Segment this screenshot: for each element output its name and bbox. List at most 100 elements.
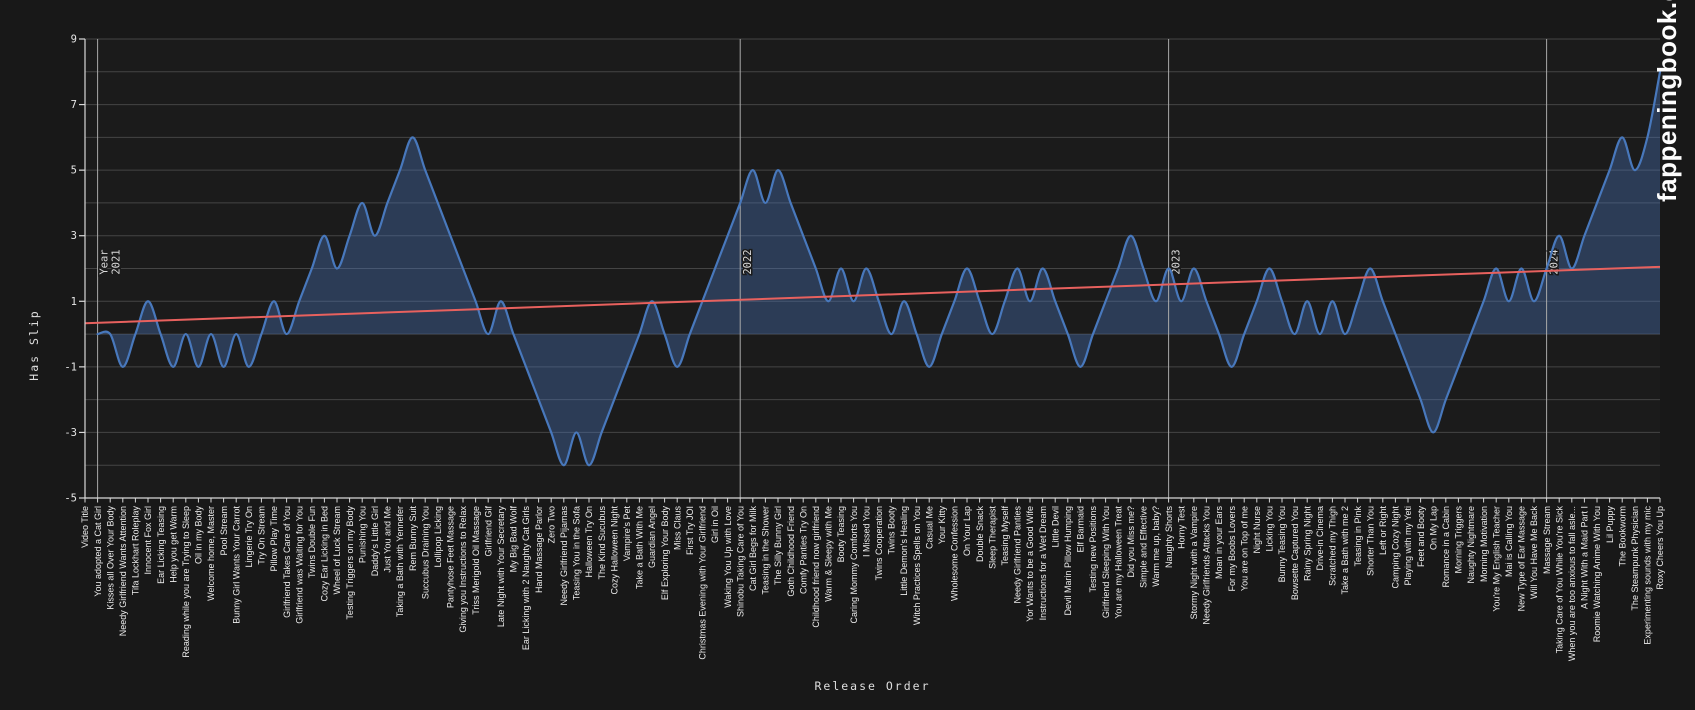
y-axis-title: Has Slip [27, 309, 41, 380]
x-tick-label: Giving you Instructions to Relax [458, 506, 468, 633]
x-tick-label: Rainy Spring Night [1302, 506, 1312, 582]
x-tick-label: Wholesome Confession [950, 506, 960, 601]
x-tick-label: Reading while you are Trying to Sleep [181, 506, 191, 658]
x-tick-label: On Your Lap [962, 506, 972, 556]
x-tick-label: For my Boobs Lovers [1227, 506, 1237, 592]
x-tick-label: Lollipop Licking [433, 506, 443, 568]
x-tick-label: Instructions for a Wet Dream [1038, 506, 1048, 620]
x-tick-label: Girlfriend Sleeping With You [1101, 506, 1111, 618]
x-tick-label: Naughty Shorts [1164, 506, 1174, 569]
x-tick-label: Succubus Draining You [420, 506, 430, 599]
x-tick-label: Roomie Watching Anime With You [1592, 506, 1602, 642]
x-tick-label: Elf Exploring Your Body [660, 506, 670, 601]
x-tick-label: Horny Test [1176, 506, 1186, 549]
x-tick-label: Naughty Nightmare [1466, 506, 1476, 584]
x-tick-label: Try On Stream [257, 506, 267, 565]
x-tick-label: Taking a Bath with Yennefer [395, 506, 405, 617]
x-tick-label: On My Lap [1428, 506, 1438, 550]
x-tick-label: Girlfriend Gif [483, 506, 493, 557]
x-tick-label: Playing with my Yeti [1403, 506, 1413, 586]
trend-line [84, 265, 1661, 325]
x-tick-label: Miss Claus [672, 506, 682, 551]
x-tick-label: Morning Motivation [1479, 506, 1489, 582]
x-tick-label: Take a Bath With Me [635, 506, 645, 589]
x-tick-label: Night Nurse [1252, 506, 1262, 554]
x-tick-label: Caring Mommy Comforts You [849, 506, 859, 624]
x-tick-label: The Silly Bunny Girl [773, 506, 783, 585]
x-tick-label: Booty Teasing [836, 506, 846, 562]
x-tick-label: Will You Have Me Back [1529, 506, 1539, 600]
x-tick-label: Wheel of Luck Stream [332, 506, 342, 595]
x-tick-label: First Try JOI [685, 506, 695, 555]
x-tick-label: Taking Care of You While You're Sick [1554, 506, 1564, 654]
x-tick-label: Testing new Positions [1088, 506, 1098, 593]
series-line [96, 70, 1662, 467]
y-tick-label: -5 [64, 493, 77, 505]
x-tick-label: Romance in a Cabin [1441, 506, 1451, 588]
x-tick-label: New Type of Ear Massage [1517, 506, 1527, 611]
x-tick-label: Warm & Sleepy with Me [824, 506, 834, 602]
watermark: fappeningbook.com [1652, 0, 1682, 202]
x-tick-label: When you are too anxious to fall asle... [1567, 506, 1577, 661]
x-tick-label: Lingerie Try On [244, 506, 254, 568]
x-tick-label: Little Devil [1050, 506, 1060, 548]
x-tick-label: Double Snack [975, 506, 985, 563]
x-tick-label: Bowsette Captured You [1290, 506, 1300, 600]
x-tick-label: Guardian Angel [647, 506, 657, 568]
x-tick-label: A Night With a Maid Part I [1580, 506, 1590, 609]
x-tick-label: Pantyhose Feet Massage [446, 506, 456, 608]
x-tick-label: Shinobu Taking Care of You [735, 506, 745, 617]
x-tick-label: Camping Cozy Night [1391, 506, 1401, 589]
x-tick-label: I Missed You [861, 506, 871, 557]
x-tick-label: Take a Bath with me 2 [1340, 506, 1350, 595]
x-tick-label: The Steampunk Physician [1630, 506, 1640, 611]
x-tick-label: Needy Girlfriend Wants Attention [118, 506, 128, 636]
x-tick-label: Scratched my Thigh [1328, 506, 1338, 586]
x-tick-label: Twins Double Fun [307, 506, 317, 578]
x-tick-label: Mai is Calling You [1504, 506, 1514, 577]
y-tick-label: 1 [71, 296, 77, 308]
x-tick-label: Christmas Evening with Your Girlfriend [698, 506, 708, 660]
x-tick-label: Witch Practices Spells on You [912, 506, 922, 625]
x-tick-label: My Big Bad Wolf [509, 506, 519, 573]
x-tick-label: Roxy Cheers You Up [1655, 506, 1665, 590]
x-tick-label: Girl in Oil [710, 506, 720, 543]
x-tick-label: Feet and Booty [1416, 506, 1426, 568]
y-tick-label: 9 [71, 34, 77, 46]
x-tick-label: Triss Merigold Oil Massage [471, 506, 481, 615]
x-tick-label: Pool Stream [219, 506, 229, 556]
x-tick-label: Childhood friend now girlfriend [811, 506, 821, 628]
x-tick-label: Twins Cooperation [874, 506, 884, 581]
x-tick-label: Moan in your Ears [1214, 506, 1224, 580]
x-tick-label: Warm me up, baby? [1151, 506, 1161, 587]
x-tick-label: Halloween Try On [584, 506, 594, 578]
x-tick-label: Your Kitty [937, 506, 947, 545]
x-tick-label: Goth Childhood Friend [786, 506, 796, 597]
x-tick-label: Teasing Myself [1000, 506, 1010, 566]
x-tick-label: Teasing You in the Sofa [572, 506, 582, 600]
x-tick-label: Hand Massage Parlor [534, 506, 544, 593]
x-tick-label: You're My English Teacher [1491, 506, 1501, 612]
y-tick-label: -3 [64, 427, 77, 439]
y-tick-label: -1 [64, 361, 77, 373]
x-tick-label: Sleep Therapist [987, 506, 997, 569]
x-tick-label: Teasing in the Shower [761, 506, 771, 595]
x-tick-label: You are on Top of me [1239, 506, 1249, 591]
x-tick-label: Punishing You [357, 506, 367, 563]
x-tick-label: Licking You [1265, 506, 1275, 552]
x-tick-label: Pillow Play Time [269, 506, 279, 572]
x-tick-label: Experimenting sounds with my mic [1643, 506, 1653, 645]
x-tick-label: Video Title [80, 506, 90, 548]
x-tick-label: Elf Barmaid [1076, 506, 1086, 553]
x-tick-label: You adopted a Cat Girl [93, 506, 103, 597]
x-tick-label: Waking You Up with Love [723, 506, 733, 608]
x-tick-label: Comfy Panties Try On [798, 506, 808, 594]
year-label-2022: 2022 [742, 249, 754, 274]
x-tick-label: Needy Girlfriend Panties [1013, 506, 1023, 604]
year-label-2023: 2023 [1171, 249, 1183, 274]
x-tick-label: Massage Stream [1542, 506, 1552, 574]
x-tick-label: Vampire's Pet [622, 506, 632, 562]
x-tick-label: Tifa Lockhart Roleplay [131, 506, 141, 596]
x-tick-label: Bunny Teasing You [1277, 506, 1287, 582]
